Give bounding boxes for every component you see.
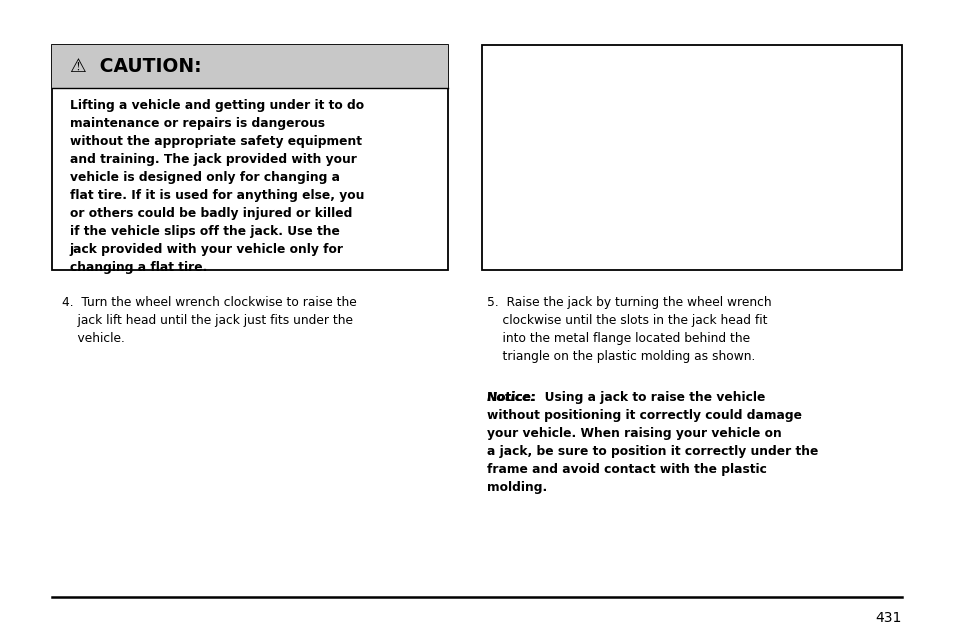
Bar [52, 45, 448, 88]
Bar [481, 45, 901, 270]
Text: Notice:: Notice: [486, 391, 535, 404]
Text: 431: 431 [874, 611, 901, 625]
Bar [52, 45, 448, 270]
Text: Lifting a vehicle and getting under it to do
maintenance or repairs is dangerous: Lifting a vehicle and getting under it t… [70, 99, 364, 274]
Text: Notice:  Using a jack to raise the vehicle
without positioning it correctly coul: Notice: Using a jack to raise the vehicl… [486, 391, 817, 494]
Text: 4.  Turn the wheel wrench clockwise to raise the
    jack lift head until the ja: 4. Turn the wheel wrench clockwise to ra… [62, 296, 356, 345]
Text: 5.  Raise the jack by turning the wheel wrench
    clockwise until the slots in : 5. Raise the jack by turning the wheel w… [486, 296, 770, 363]
Text: ⚠  CAUTION:: ⚠ CAUTION: [70, 57, 201, 76]
